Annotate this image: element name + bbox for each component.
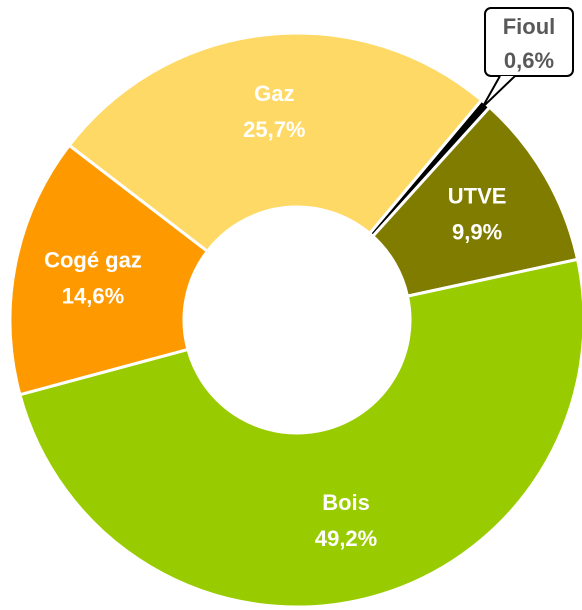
donut-segment	[8, 143, 210, 397]
segment-value: 14,6%	[62, 283, 124, 308]
segment-label: Cogé gaz	[44, 247, 142, 272]
callout-pointer	[481, 75, 516, 109]
donut-segment	[370, 105, 580, 298]
segment-label: Gaz	[254, 81, 294, 106]
segment-value: 0,6%	[504, 48, 554, 73]
segment-label: UTVE	[448, 184, 507, 209]
segment-value: 49,2%	[315, 526, 377, 551]
segment-value: 25,7%	[243, 117, 305, 142]
segment-label: Fioul	[503, 14, 556, 39]
donut-segment	[67, 31, 484, 254]
segment-label: Bois	[322, 490, 370, 515]
donut-segment	[18, 257, 582, 609]
segment-value: 9,9%	[452, 220, 502, 245]
callout-box	[484, 7, 574, 77]
